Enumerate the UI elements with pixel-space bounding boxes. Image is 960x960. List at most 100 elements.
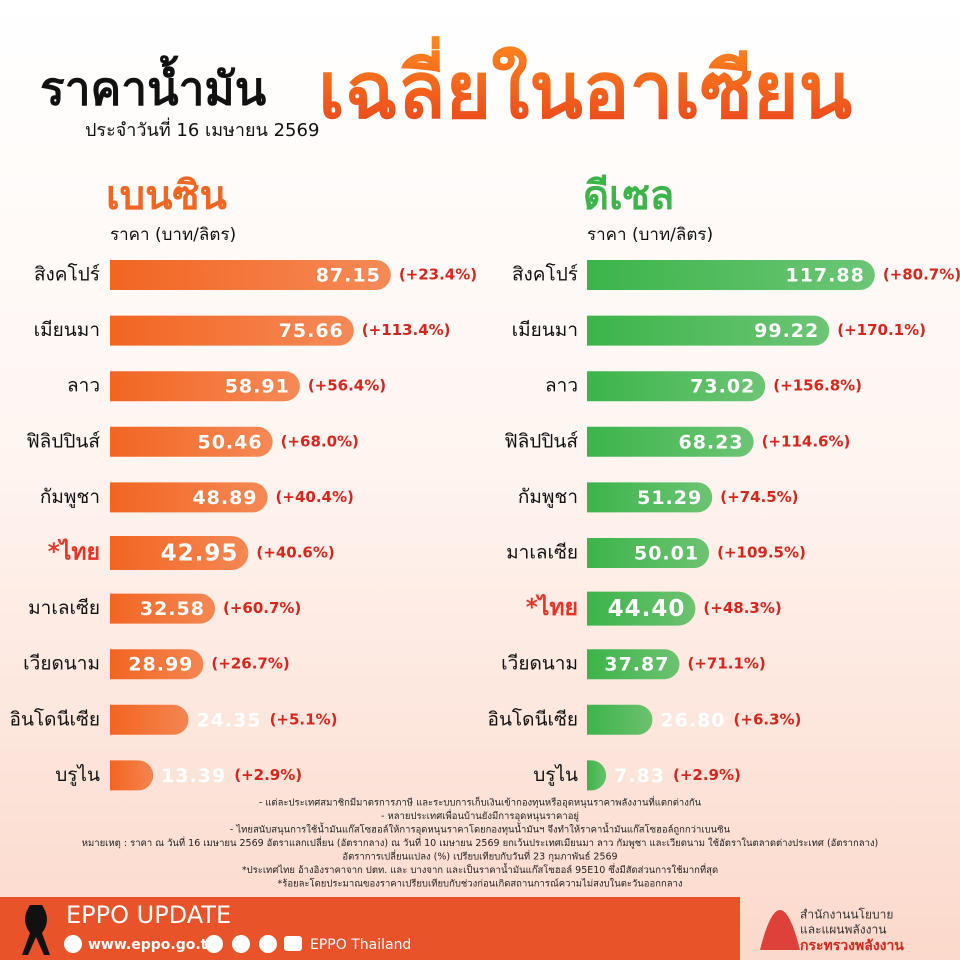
change-label: (+74.5%) [720, 488, 798, 506]
footer-website: www.eppo.go.th [88, 937, 217, 953]
category-label: เวียดนาม [23, 653, 100, 675]
bar [110, 315, 354, 346]
category-label: บรูไน [55, 764, 100, 786]
change-label: (+156.8%) [773, 377, 862, 395]
category-label: อินโดนีเซีย [488, 707, 578, 730]
bar [110, 704, 189, 735]
value-label: 75.66 [279, 320, 344, 342]
value-label: 73.02 [690, 376, 755, 398]
change-label: (+71.1%) [687, 655, 765, 673]
subtitle: ประจำวันที่ 16 เมษายน 2569 [85, 117, 319, 141]
org-line3: กระทรวงพลังงาน [800, 938, 904, 954]
category-label: *ไทย [526, 593, 578, 621]
note: - แต่ละประเทศสมาชิกมีมาตรการภาษี และระบบ… [259, 796, 702, 809]
value-label: 37.87 [604, 654, 669, 676]
value-label: 28.99 [128, 654, 193, 676]
chart-title: เบนซิน [106, 173, 227, 219]
change-label: (+113.4%) [362, 321, 451, 339]
change-label: (+2.9%) [673, 766, 741, 784]
value-label: 48.89 [192, 487, 257, 509]
charts: เบนซินราคา (บาท/ลิตร) สิงคโปร์ 87.15 (+23.4… [10, 173, 960, 791]
org-line1: สำนักงานนโยบาย [800, 908, 893, 922]
web-icon [64, 935, 82, 953]
youtube-icon [284, 936, 302, 951]
org-logo [760, 910, 800, 950]
bar [587, 760, 607, 791]
footer-band [0, 897, 740, 960]
bar [110, 260, 391, 290]
note: - ไทยสนับสนุนการใช้น้ำมันแก๊สโซฮอล์ให้กา… [230, 823, 731, 836]
bar [587, 704, 653, 735]
note: อัตราการเปลี่ยนแปลง (%) เปรียบเทียบกับวั… [342, 850, 617, 863]
bar [587, 538, 710, 568]
category-label: เวียดนาม [501, 653, 578, 675]
value-label: 44.40 [608, 596, 686, 622]
change-label: (+60.7%) [223, 599, 301, 617]
category-label: ลาว [545, 375, 578, 397]
value-label: 117.88 [785, 265, 864, 287]
change-label: (+56.4%) [308, 377, 386, 395]
category-label: มาเลเซีย [506, 542, 578, 564]
bar [110, 593, 215, 624]
bar [110, 482, 268, 513]
change-label: (+80.7%) [883, 266, 960, 284]
value-label: 50.46 [197, 431, 262, 453]
bar [587, 371, 766, 402]
change-label: (+109.5%) [717, 544, 806, 562]
bar [110, 371, 300, 402]
bar [110, 536, 249, 570]
note: หมายเหตุ : ราคา ณ วันที่ 16 เมษายน 2569 … [82, 836, 879, 849]
category-label: อินโดนีเซีย [10, 707, 100, 730]
bar [110, 649, 204, 680]
category-label: ลาว [67, 375, 100, 397]
bar [110, 426, 273, 457]
change-label: (+48.3%) [703, 599, 781, 617]
note: *ร้อยละโดยประมาณของราคาเปรียบเทียบกับช่ว… [277, 878, 682, 890]
chart-subtitle: ราคา (บาท/ลิตร) [587, 225, 713, 245]
title-highlight: เฉลี่ยในอาเซียน [318, 35, 852, 136]
org-line2: และแผนพลังงาน [800, 923, 886, 937]
value-label: 42.95 [161, 541, 239, 567]
category-label: เมียนมา [34, 319, 100, 341]
value-label: 99.22 [754, 320, 819, 342]
category-label: เมียนมา [512, 319, 578, 341]
value-label: 68.23 [678, 431, 743, 453]
category-label: บรูไน [533, 764, 578, 786]
bar [587, 315, 830, 346]
value-label: 50.01 [634, 543, 699, 565]
change-label: (+5.1%) [270, 710, 338, 728]
change-label: (+114.6%) [762, 432, 851, 450]
category-label: ฟิลิปปินส์ [26, 430, 100, 452]
facebook-icon [205, 935, 223, 953]
twitter-icon [232, 935, 250, 953]
notes: - แต่ละประเทศสมาชิกมีมาตรการภาษี และระบบ… [82, 796, 879, 890]
value-label: 7.83 [614, 765, 665, 787]
category-label: ฟิลิปปินส์ [504, 430, 578, 452]
footer-social: EPPO Thailand [310, 937, 411, 953]
category-label: *ไทย [48, 538, 100, 566]
category-label: สิงคโปร์ [34, 263, 100, 286]
bar [587, 591, 696, 626]
category-label: สิงคโปร์ [512, 263, 578, 286]
bar [587, 260, 875, 290]
value-label: 87.15 [316, 265, 381, 287]
bar [110, 760, 154, 791]
ribbon-icon [22, 905, 50, 955]
change-label: (+40.4%) [276, 488, 354, 506]
instagram-icon [259, 935, 277, 953]
footer-brand: EPPO UPDATE [66, 901, 231, 929]
value-label: 13.39 [161, 765, 226, 787]
change-label: (+23.4%) [399, 266, 477, 284]
change-label: (+68.0%) [281, 432, 359, 450]
value-label: 32.58 [140, 598, 205, 620]
title: ราคาน้ำมัน [40, 55, 267, 116]
bar [587, 649, 680, 680]
value-label: 51.29 [637, 487, 702, 509]
note: - หลายประเทศเพื่อนบ้านยังมีการอุดหนุนราค… [381, 809, 579, 822]
category-label: กัมพูชา [40, 486, 100, 508]
chart-subtitle: ราคา (บาท/ลิตร) [110, 225, 236, 245]
category-label: กัมพูชา [518, 486, 578, 508]
value-label: 26.80 [660, 709, 725, 731]
change-label: (+26.7%) [211, 655, 289, 673]
